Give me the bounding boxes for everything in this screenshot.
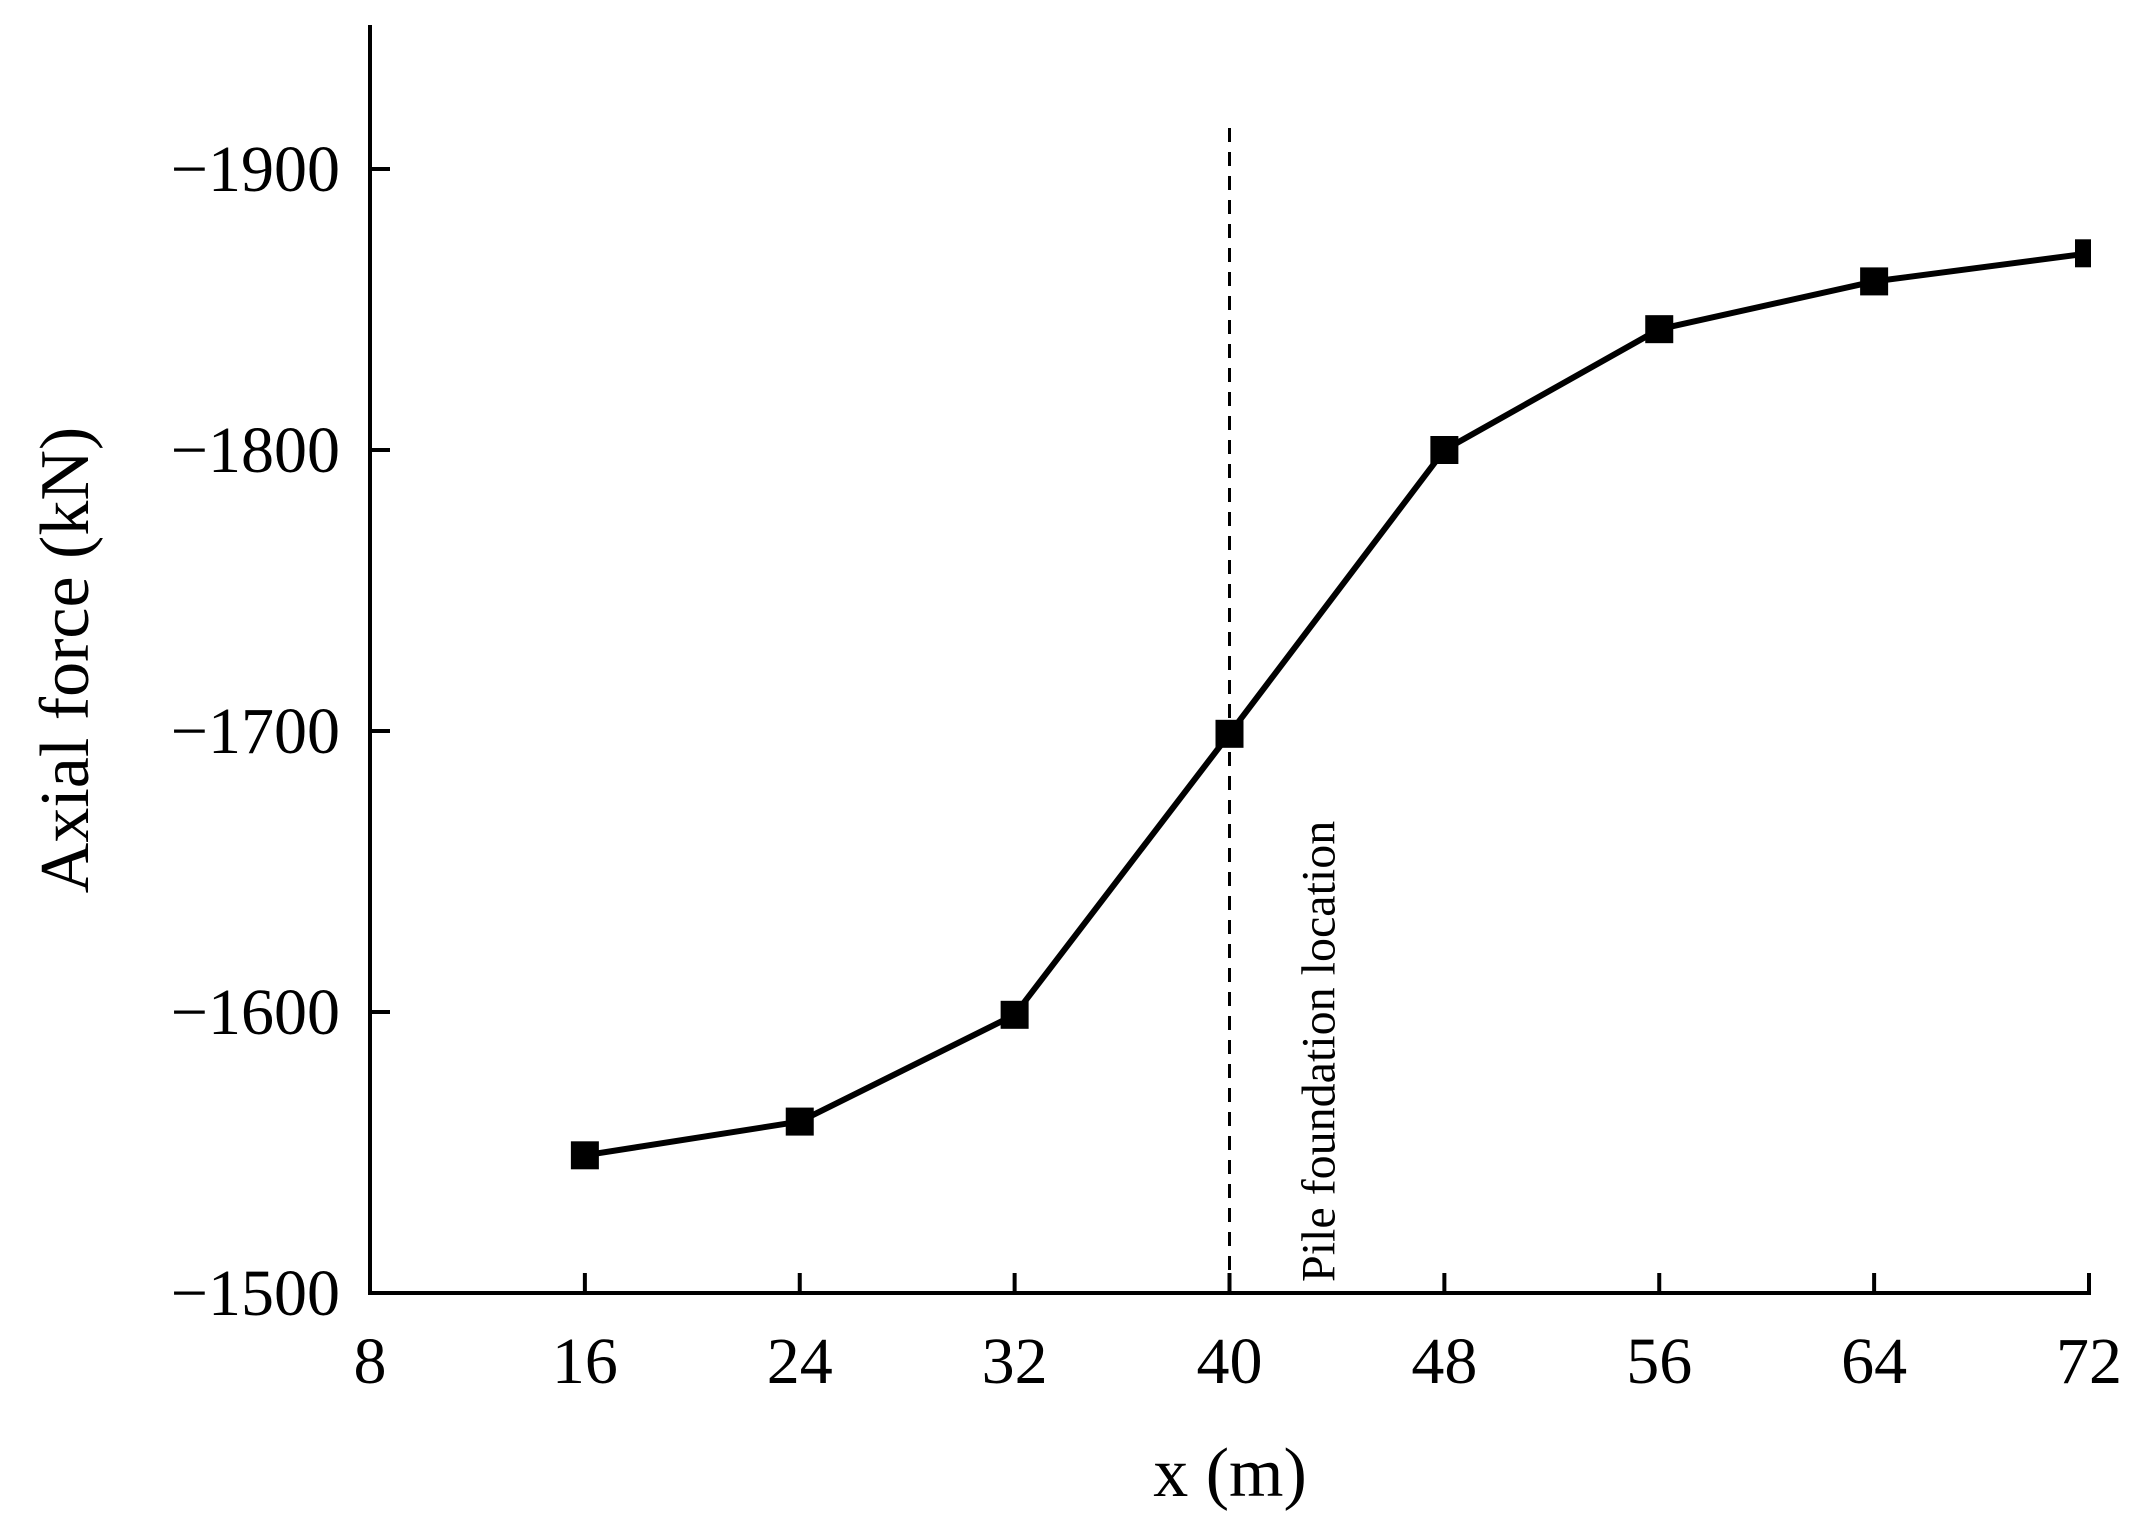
x-ticks: 8 16 24 32 40 48 56 64 72 xyxy=(354,1273,2122,1398)
data-point-marker xyxy=(1645,315,1674,344)
x-tick-label: 40 xyxy=(1197,1325,1263,1398)
data-point-marker xyxy=(570,1141,599,1170)
x-tick-label: 8 xyxy=(354,1325,387,1398)
data-point-marker xyxy=(1430,436,1459,464)
data-point-marker xyxy=(1000,1000,1029,1029)
data-point-marker xyxy=(785,1107,814,1136)
x-tick-label: 72 xyxy=(2056,1325,2122,1398)
y-tick-label: −1800 xyxy=(171,414,340,487)
y-tick-label: −1500 xyxy=(171,1257,340,1330)
x-tick-label: 16 xyxy=(552,1325,618,1398)
x-tick-label: 32 xyxy=(982,1325,1048,1398)
x-tick-label: 24 xyxy=(767,1325,833,1398)
data-point-marker xyxy=(1215,719,1244,748)
x-tick-label: 56 xyxy=(1626,1325,1692,1398)
x-tick-label: 48 xyxy=(1411,1325,1477,1398)
y-axis-title: Axial force (kN) xyxy=(27,427,104,893)
data-point-marker xyxy=(1860,267,1889,296)
y-ticks: −1500 −1600 −1700 −1800 −1900 xyxy=(171,133,390,1330)
data-point-marker xyxy=(2075,239,2091,268)
series-line xyxy=(584,250,2090,1159)
y-tick-label: −1600 xyxy=(171,976,340,1049)
y-tick-label: −1700 xyxy=(171,695,340,768)
x-tick-label: 64 xyxy=(1841,1325,1907,1398)
plot-area: Pile foundation location xyxy=(570,128,2091,1293)
pile-foundation-label: Pile foundation location xyxy=(1293,821,1346,1282)
y-tick-label: −1900 xyxy=(171,133,340,206)
x-axis-title: x (m) xyxy=(1153,1435,1307,1512)
